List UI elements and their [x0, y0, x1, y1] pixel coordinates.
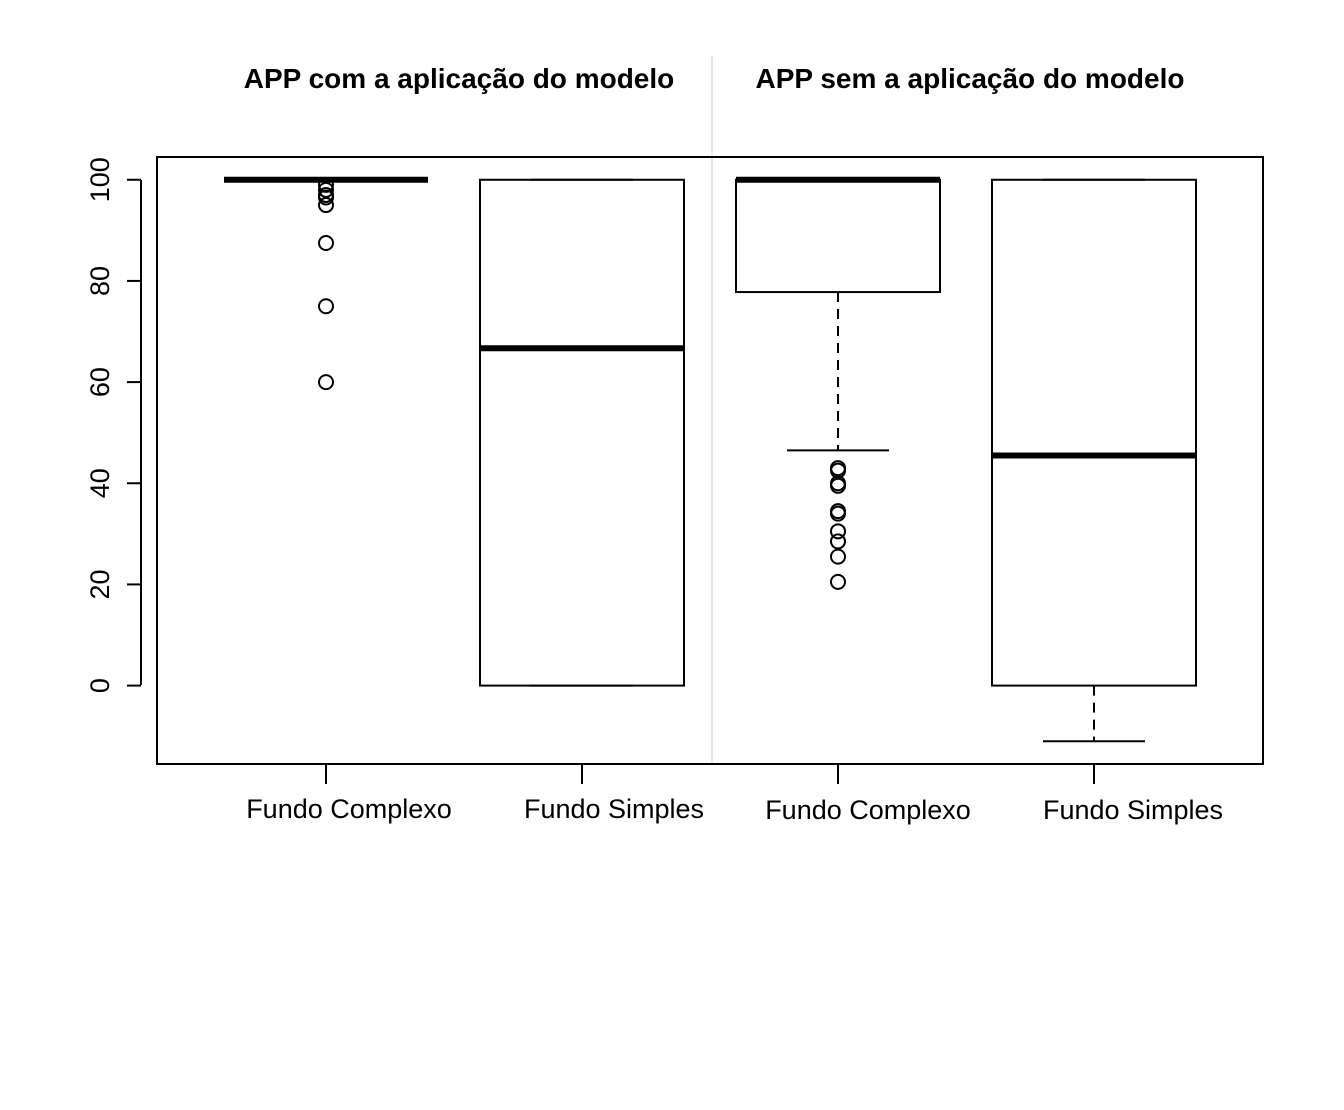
outlier-point — [318, 374, 334, 391]
y-axis: 0 20 40 60 80 100 — [85, 157, 142, 693]
outlier-point — [830, 523, 846, 540]
boxes-layer — [224, 176, 1197, 743]
box-4 — [991, 178, 1197, 743]
outlier-point — [830, 533, 846, 550]
outlier-point — [318, 298, 334, 315]
y-tick-label: 60 — [85, 367, 115, 397]
box-rect — [735, 178, 941, 294]
outlier-point — [318, 189, 334, 206]
outlier-point — [318, 234, 334, 251]
y-tick-label: 0 — [85, 678, 115, 693]
x-tick-label: Fundo Complexo — [246, 794, 452, 824]
plot-frame — [156, 156, 1264, 765]
panel-title-right: APP sem a aplicação do modelo — [756, 63, 1185, 94]
x-tick-label: Fundo Simples — [524, 794, 704, 824]
box-rect — [991, 178, 1197, 687]
x-tick-label: Fundo Complexo — [765, 795, 971, 825]
box-2 — [479, 178, 685, 687]
outlier-point — [318, 181, 334, 198]
y-tick-label: 20 — [85, 569, 115, 599]
y-tick-label: 40 — [85, 468, 115, 498]
outlier-point — [830, 548, 846, 565]
outlier-point — [830, 505, 846, 522]
outlier-point — [318, 197, 334, 214]
box-rect — [479, 178, 685, 687]
y-tick-label: 80 — [85, 266, 115, 296]
outlier-point — [830, 477, 846, 494]
box-3 — [735, 176, 941, 590]
outlier-point — [830, 462, 846, 479]
panel-title-left: APP com a aplicação do modelo — [244, 63, 675, 94]
outlier-point — [830, 573, 846, 590]
outlier-point — [318, 176, 334, 193]
box-1 — [224, 176, 428, 391]
x-tick-label: Fundo Simples — [1043, 795, 1223, 825]
x-axis: Fundo Complexo Fundo Simples Fundo Complex… — [246, 764, 1223, 825]
y-tick-label: 100 — [85, 157, 115, 202]
